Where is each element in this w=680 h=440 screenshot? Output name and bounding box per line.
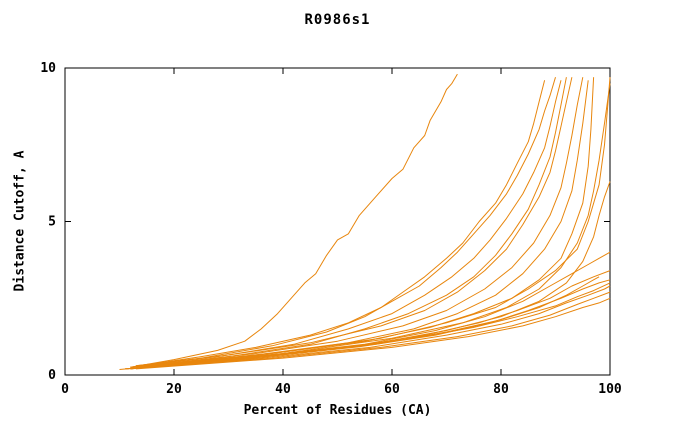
chart-title: R0986s1 [304,12,371,28]
series-line [130,83,611,368]
plot-frame [64,67,611,376]
x-tick-label: 0 [61,382,69,397]
series-line [119,282,611,370]
series-line [130,73,458,368]
x-tick-label: 40 [275,382,291,397]
series-line [130,285,611,370]
series-line [135,291,611,369]
x-tick-label: 80 [493,382,509,397]
series-line [130,77,567,370]
series-line [130,77,584,368]
x-tick-label: 100 [598,382,622,397]
y-axis-label: Distance Cutoff, A [12,150,28,292]
series-line [141,77,573,367]
y-tick-label: 0 [48,368,56,383]
series-line [124,251,611,370]
x-axis-label: Percent of Residues (CA) [243,403,432,418]
series-line [135,80,562,367]
series-line [135,77,611,368]
series-line [130,77,595,370]
x-tick-label: 20 [166,382,182,397]
y-tick-label: 5 [48,215,56,230]
series-line [130,80,546,368]
series-line [135,297,611,370]
series-line [135,77,556,367]
x-tick-label: 60 [384,382,400,397]
y-tick-label: 10 [40,61,56,76]
